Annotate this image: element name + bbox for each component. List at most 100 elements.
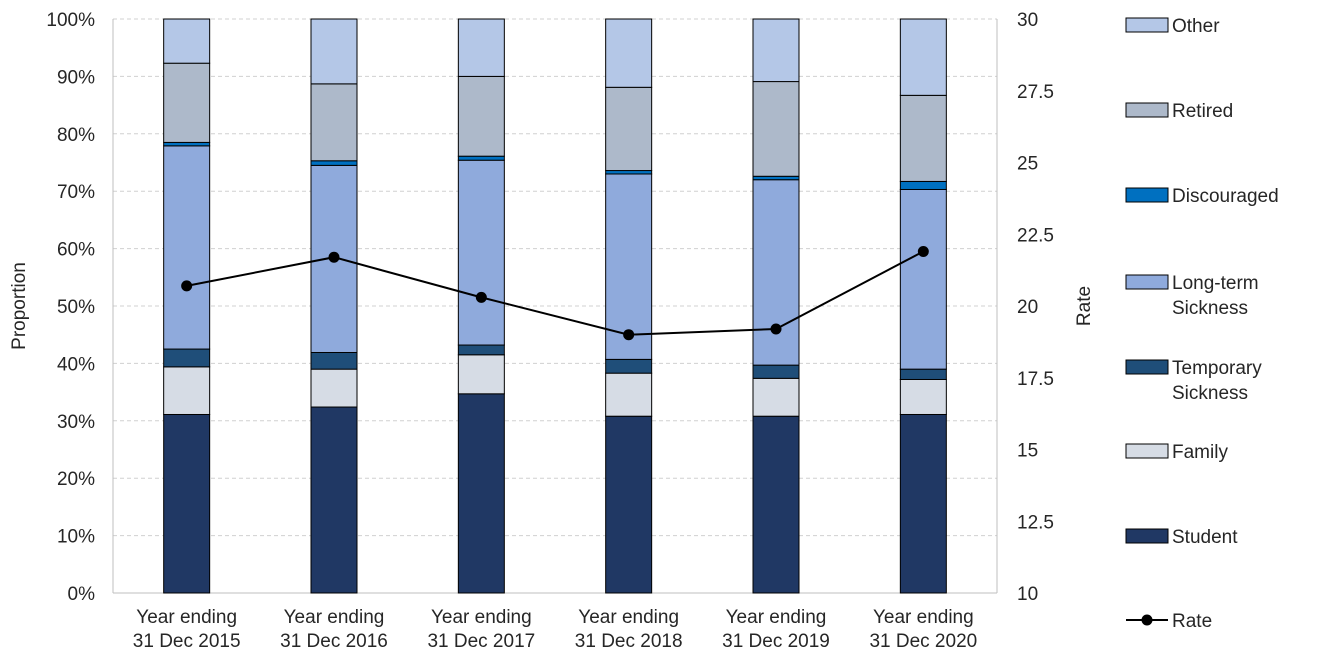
y2-axis-title: Rate <box>1074 286 1095 326</box>
bar-segment-retired <box>899 94 947 182</box>
bar-segment-temporary-sickness <box>752 364 800 379</box>
legend-swatch-retired <box>1125 102 1169 118</box>
bar-segment-retired <box>457 75 505 157</box>
bar-segment-student <box>310 406 358 594</box>
legend-label: Sickness <box>1172 383 1248 404</box>
y-tick-label: 40% <box>57 354 95 375</box>
y2-tick-label: 22.5 <box>1017 225 1054 246</box>
bar-segment-temporary-sickness <box>457 344 505 356</box>
y-tick-label: 80% <box>57 125 95 146</box>
bar-segment-other <box>457 18 505 77</box>
y-tick-label: 50% <box>57 297 95 318</box>
bar-segment-other <box>899 18 947 96</box>
legend-swatch-temporary-sickness <box>1125 359 1169 375</box>
y2-tick-label: 25 <box>1017 154 1038 175</box>
x-tick-label: Year ending <box>431 607 532 628</box>
bar-segment-discouraged <box>310 160 358 166</box>
bar-segment-other <box>752 18 800 83</box>
legend-swatch-family <box>1125 443 1169 459</box>
bar-segment-temporary-sickness <box>605 358 653 374</box>
y-axis-title: Proportion <box>9 262 30 350</box>
y2-tick-label: 30 <box>1017 10 1038 31</box>
bar-segment-student <box>163 413 211 594</box>
legend-swatch-other <box>1125 17 1169 33</box>
legend-label: Family <box>1172 442 1228 463</box>
legend-label: Long-term <box>1172 273 1259 294</box>
legend-label: Temporary <box>1172 358 1262 379</box>
x-tick-label: Year ending <box>136 607 237 628</box>
x-tick-label: 31 Dec 2018 <box>575 631 683 652</box>
bar-segment-discouraged <box>605 170 653 175</box>
y2-tick-label: 12.5 <box>1017 512 1054 533</box>
bar-segment-temporary-sickness <box>163 348 211 368</box>
bar-segment-student <box>899 413 947 594</box>
bar-segment-retired <box>310 83 358 162</box>
x-tick-label: Year ending <box>578 607 679 628</box>
y-tick-label: 0% <box>68 584 96 605</box>
y2-tick-label: 20 <box>1017 297 1038 318</box>
bar-segment-family <box>605 372 653 417</box>
bar-segment-retired <box>163 62 211 143</box>
x-tick-label: 31 Dec 2019 <box>722 631 830 652</box>
bar-segment-retired <box>605 86 653 172</box>
bar-segment-long-term-sickness <box>752 179 800 366</box>
legend-swatch-student <box>1125 528 1169 544</box>
legend-label: Discouraged <box>1172 186 1279 207</box>
x-tick-label: 31 Dec 2015 <box>133 631 241 652</box>
bar-segment-family <box>310 368 358 408</box>
rate-point <box>181 280 193 292</box>
legend-label: Other <box>1172 16 1220 37</box>
x-tick-label: Year ending <box>726 607 827 628</box>
legend-label: Retired <box>1172 101 1233 122</box>
y2-tick-label: 17.5 <box>1017 369 1054 390</box>
bar-segment-retired <box>752 81 800 177</box>
bar-segment-student <box>752 415 800 594</box>
x-tick-label: 31 Dec 2017 <box>427 631 535 652</box>
y-tick-label: 90% <box>57 67 95 88</box>
bar-segment-family <box>752 377 800 417</box>
bar-segment-family <box>163 366 211 415</box>
rate-point <box>770 323 782 335</box>
bar-segment-other <box>605 18 653 88</box>
y2-tick-label: 15 <box>1017 441 1038 462</box>
x-tick-label: 31 Dec 2016 <box>280 631 388 652</box>
bar-segment-student <box>457 393 505 594</box>
rate-point <box>917 245 929 257</box>
bar-segment-other <box>163 18 211 64</box>
legend-swatch-rate-marker <box>1141 614 1153 626</box>
rate-point <box>328 251 340 263</box>
legend-label: Student <box>1172 527 1238 548</box>
y-tick-label: 30% <box>57 412 95 433</box>
y-tick-label: 10% <box>57 527 95 548</box>
y-tick-label: 60% <box>57 240 95 261</box>
bar-segment-family <box>457 354 505 395</box>
legend-swatch-discouraged <box>1125 187 1169 203</box>
bar-segment-discouraged <box>899 180 947 190</box>
bar-segment-other <box>310 18 358 85</box>
x-tick-label: 31 Dec 2020 <box>869 631 977 652</box>
y-tick-label: 20% <box>57 469 95 490</box>
legend-label: Rate <box>1172 611 1212 632</box>
bar-segment-temporary-sickness <box>310 351 358 370</box>
bar-segment-discouraged <box>752 175 800 181</box>
legend-label: Sickness <box>1172 298 1248 319</box>
bar-segment-discouraged <box>163 141 211 147</box>
legend-swatch-long-term-sickness <box>1125 274 1169 290</box>
y-tick-label: 100% <box>46 10 95 31</box>
x-tick-label: Year ending <box>873 607 974 628</box>
bar-segment-long-term-sickness <box>163 145 211 350</box>
rate-point <box>475 291 487 303</box>
x-tick-label: Year ending <box>284 607 385 628</box>
bar-segment-long-term-sickness <box>457 159 505 346</box>
y2-tick-label: 10 <box>1017 584 1038 605</box>
bar-segment-temporary-sickness <box>899 368 947 380</box>
bar-segment-family <box>899 378 947 415</box>
bar-segment-long-term-sickness <box>605 173 653 360</box>
y-tick-label: 70% <box>57 182 95 203</box>
rate-line <box>186 250 924 336</box>
bar-segment-discouraged <box>457 155 505 161</box>
bar-segment-long-term-sickness <box>899 188 947 370</box>
y2-tick-label: 27.5 <box>1017 82 1054 103</box>
